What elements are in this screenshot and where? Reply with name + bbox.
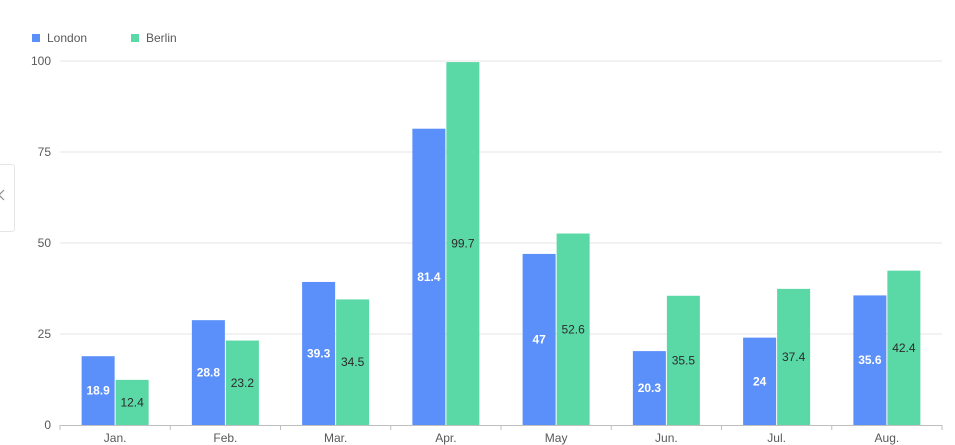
bar	[115, 379, 149, 425]
legend-item[interactable]: Berlin	[131, 31, 177, 45]
legend[interactable]: London Berlin	[32, 31, 177, 45]
x-tick-label: Mar.	[324, 431, 347, 445]
data-label: 20.3	[638, 381, 662, 395]
bar	[556, 233, 590, 425]
bar	[302, 281, 336, 425]
x-tick-label: May	[545, 431, 568, 445]
data-label: 28.8	[197, 366, 221, 380]
x-tick-label: Aug.	[875, 431, 900, 445]
bar	[853, 295, 887, 425]
data-label: 12.4	[120, 395, 144, 409]
data-label: 81.4	[417, 270, 441, 284]
y-tick-label: 25	[38, 327, 52, 341]
legend-marker	[131, 34, 139, 42]
y-tick-label: 75	[38, 145, 52, 159]
data-label: 39.3	[307, 346, 331, 360]
data-label: 18.9	[86, 384, 110, 398]
data-label: 35.6	[858, 353, 882, 367]
data-label: 34.5	[341, 355, 365, 369]
legend-item[interactable]: London	[32, 31, 87, 45]
y-tick-label: 0	[44, 418, 51, 432]
x-tick-label: Feb.	[213, 431, 237, 445]
data-label: 35.5	[672, 353, 696, 367]
legend-marker	[32, 34, 40, 42]
data-labels: 18.9 12.4 28.8 23.2 39.3 34.5 81.4 99.7 47 52.6 20…	[86, 237, 915, 410]
y-axis: 0 25 50 75 100	[31, 54, 51, 432]
bar	[777, 288, 811, 425]
legend-label: Berlin	[146, 31, 177, 45]
bar	[522, 253, 556, 425]
data-label: 37.4	[782, 350, 806, 364]
bar	[191, 320, 225, 425]
bar	[632, 351, 666, 425]
bar	[336, 299, 370, 425]
bar	[446, 62, 480, 425]
data-label: 42.4	[892, 341, 916, 355]
x-tick-label: Jul.	[767, 431, 786, 445]
side-panel-toggle[interactable]	[0, 164, 15, 232]
bar	[81, 356, 115, 425]
bar	[225, 340, 259, 425]
data-label: 24	[753, 374, 767, 388]
bar	[743, 337, 777, 425]
x-tick-label: Jan.	[104, 431, 127, 445]
x-tick-label: Apr.	[435, 431, 456, 445]
data-label: 23.2	[231, 376, 255, 390]
legend-label: London	[47, 31, 87, 45]
data-label: 47	[532, 332, 546, 346]
bar	[887, 270, 921, 425]
bar	[412, 128, 446, 426]
chevron-left-icon	[0, 189, 5, 201]
bar	[666, 295, 700, 425]
x-tick-label: Jun.	[655, 431, 678, 445]
y-tick-label: 100	[31, 54, 51, 68]
x-axis: Jan. Feb. Mar. Apr. May Jun. Jul. Aug.	[59, 425, 943, 445]
data-label: 99.7	[451, 237, 475, 251]
data-label: 52.6	[561, 322, 585, 336]
bars	[81, 62, 921, 426]
y-tick-label: 50	[38, 236, 52, 250]
